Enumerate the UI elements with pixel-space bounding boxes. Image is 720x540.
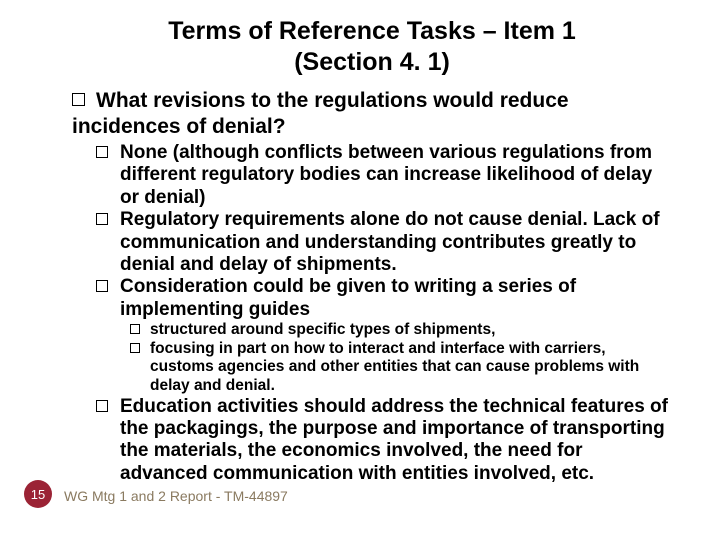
title-line-2: (Section 4. 1): [294, 48, 450, 76]
bullet-level1-cont: incidences of denial?: [72, 115, 672, 140]
bullet-text: structured around specific types of ship…: [150, 321, 495, 338]
bullet-text: focusing in part on how to interact and …: [150, 340, 639, 394]
square-bullet-icon: [130, 343, 140, 353]
title-line-1: Terms of Reference Tasks – Item 1: [168, 17, 576, 45]
bullet-text: Education activities should address the …: [120, 396, 668, 484]
bullet-text: None (although conflicts between various…: [120, 142, 652, 208]
square-bullet-icon: [72, 93, 85, 106]
bullet-level3: structured around specific types of ship…: [130, 321, 672, 340]
bullet-level2: Education activities should address the …: [96, 396, 672, 486]
bullet-text: Consideration could be given to writing …: [120, 276, 576, 319]
bullet-level2: None (although conflicts between various…: [96, 142, 672, 209]
bullet-level2: Regulatory requirements alone do not cau…: [96, 209, 672, 276]
bullet-level3: focusing in part on how to interact and …: [130, 340, 672, 396]
page-number: 15: [31, 487, 45, 502]
bullet-text: Regulatory requirements alone do not cau…: [120, 209, 660, 275]
slide-title: Terms of Reference Tasks – Item 1 (Secti…: [72, 16, 672, 79]
footer-text: WG Mtg 1 and 2 Report - TM-44897: [64, 488, 288, 504]
bullet-text: incidences of denial?: [72, 115, 286, 138]
square-bullet-icon: [96, 213, 108, 225]
page-number-badge: 15: [24, 480, 52, 508]
square-bullet-icon: [96, 400, 108, 412]
square-bullet-icon: [96, 280, 108, 292]
square-bullet-icon: [130, 324, 140, 334]
square-bullet-icon: [96, 146, 108, 158]
bullet-text: What revisions to the regulations would …: [96, 89, 569, 112]
bullet-level1: What revisions to the regulations would …: [72, 89, 672, 114]
bullet-level2: Consideration could be given to writing …: [96, 276, 672, 321]
slide: Terms of Reference Tasks – Item 1 (Secti…: [0, 0, 720, 540]
